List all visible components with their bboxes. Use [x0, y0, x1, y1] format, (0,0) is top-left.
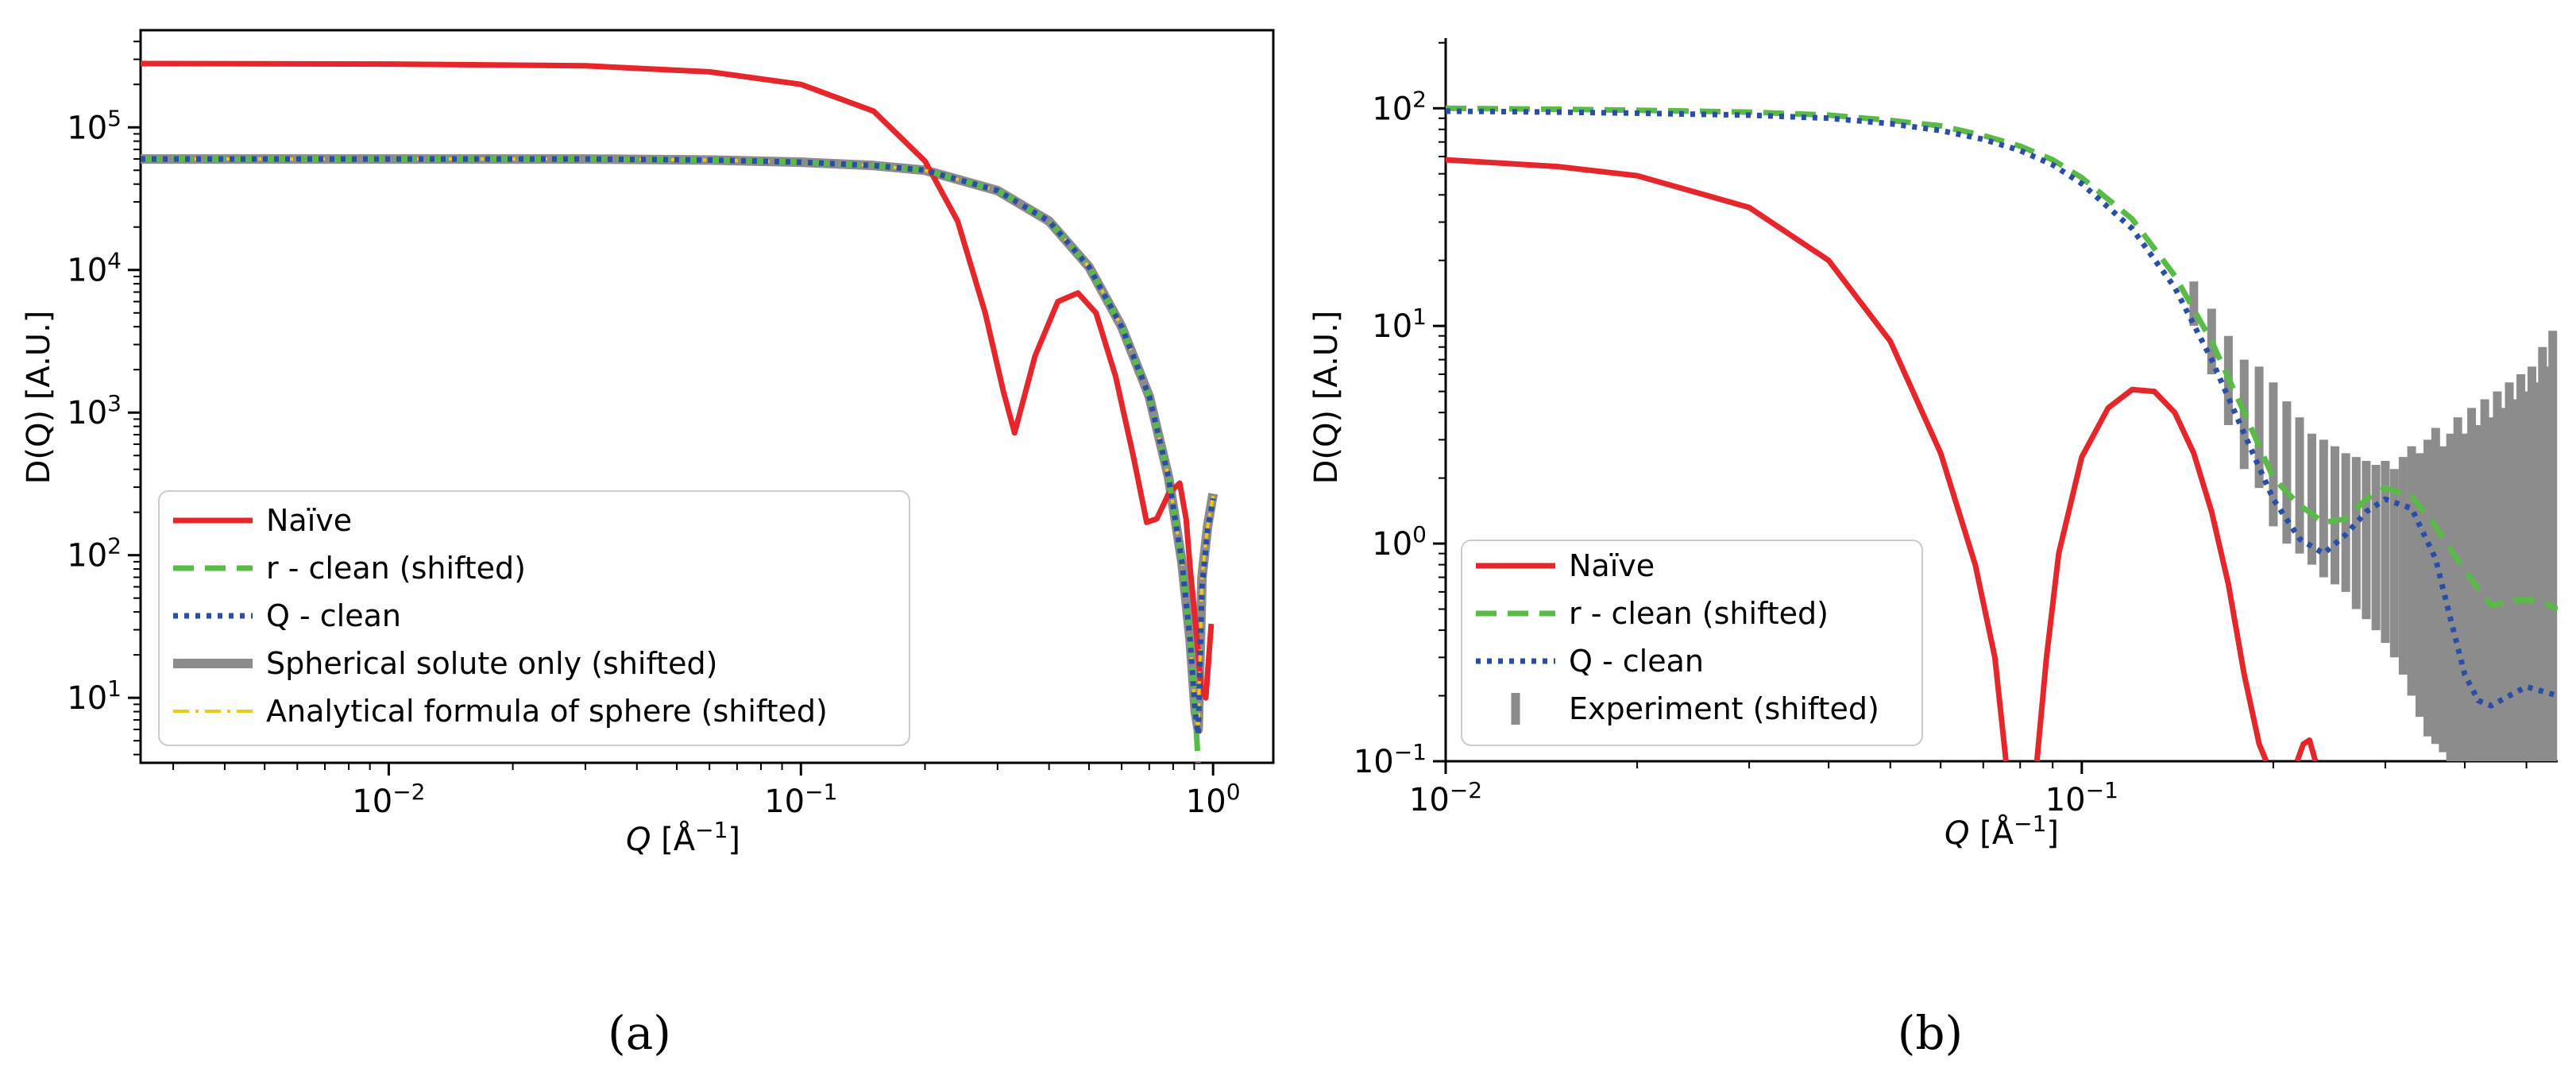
- series-line-r-clean-shifted: [141, 156, 1201, 763]
- legend-entry: Analytical formula of sphere (shifted): [173, 694, 828, 729]
- series-group-b: [1446, 105, 2558, 761]
- legend-label: Naïve: [1569, 548, 1655, 583]
- x-tick-label: 10−1: [2045, 777, 2118, 819]
- series-line-q-clean: [1446, 108, 2558, 709]
- x-tick-label: 100: [1186, 779, 1241, 821]
- legend-label: Experiment (shifted): [1569, 691, 1879, 726]
- series-line-na-ve: [141, 60, 1215, 701]
- series-line-na-ve: [1446, 157, 2009, 761]
- legend-entry: Spherical solute only (shifted): [173, 646, 717, 681]
- panel-caption-b: (b): [1898, 1006, 1963, 1060]
- ticks-b: [1433, 41, 2528, 774]
- legend-box-a: [158, 490, 910, 746]
- legend-label: Q - clean: [1569, 644, 1704, 679]
- series-line-na-ve: [2294, 737, 2319, 761]
- y-tick-label: 101: [1372, 304, 1427, 346]
- legend-label: Q - clean: [266, 598, 401, 633]
- y-axis-label-b: D(Q) [A.U.]: [1308, 311, 1345, 485]
- series-line-r-clean-shifted: [1446, 105, 2558, 612]
- legend-label: Spherical solute only (shifted): [266, 646, 717, 681]
- legend-label: Analytical formula of sphere (shifted): [266, 694, 828, 729]
- x-tick-label: 10−2: [352, 779, 425, 821]
- legend-entry: Naïve: [173, 503, 352, 538]
- y-tick-label: 102: [67, 532, 122, 575]
- y-axis-label-a: D(Q) [A.U.]: [21, 311, 57, 485]
- series-line-na-ve: [2033, 386, 2269, 761]
- tick-labels-a: 10−2 10−1 100 101 102 103 104 105: [67, 105, 1240, 820]
- legend-box-b: [1461, 540, 1923, 746]
- legend-b: Naïve r - clean (shifted) Q - clean Experim…: [1461, 540, 1923, 746]
- legend-entry: r - clean (shifted): [1476, 596, 1829, 631]
- y-tick-label: 104: [67, 247, 122, 289]
- y-tick-label: 100: [1372, 521, 1427, 563]
- legend-a: Naïve r - clean (shifted) Q - clean Spheric…: [158, 490, 910, 746]
- legend-label: r - clean (shifted): [1569, 596, 1829, 631]
- y-tick-label: 101: [67, 675, 122, 718]
- x-axis-label-a: Q [Å−1]: [626, 817, 740, 859]
- legend-entry: Naïve: [1476, 548, 1655, 583]
- x-axis-label-b: Q [Å−1]: [1945, 811, 2059, 853]
- series-group-a: [141, 60, 1218, 763]
- legend-entry: Experiment (shifted): [1511, 691, 1879, 726]
- panel-a: 10−2 10−1 100 101 102 103 104 105 Q [Å−1] D(Q) …: [21, 29, 1275, 1060]
- y-tick-label: 105: [67, 105, 122, 147]
- legend-entry: Q - clean: [1476, 644, 1704, 679]
- ticks-a: [128, 41, 1215, 776]
- legend-entry: r - clean (shifted): [173, 551, 526, 586]
- legend-label: Naïve: [266, 503, 352, 538]
- legend-label: r - clean (shifted): [266, 551, 526, 586]
- y-tick-label: 10−1: [1354, 739, 1427, 781]
- y-tick-label: 102: [1372, 86, 1427, 128]
- y-tick-label: 103: [67, 390, 122, 432]
- legend-entry: Q - clean: [173, 598, 401, 633]
- x-tick-label: 10−2: [1409, 777, 1482, 819]
- panel-caption-a: (a): [608, 1006, 671, 1060]
- series-line-q-clean: [141, 156, 1216, 738]
- x-tick-label: 10−1: [764, 779, 837, 821]
